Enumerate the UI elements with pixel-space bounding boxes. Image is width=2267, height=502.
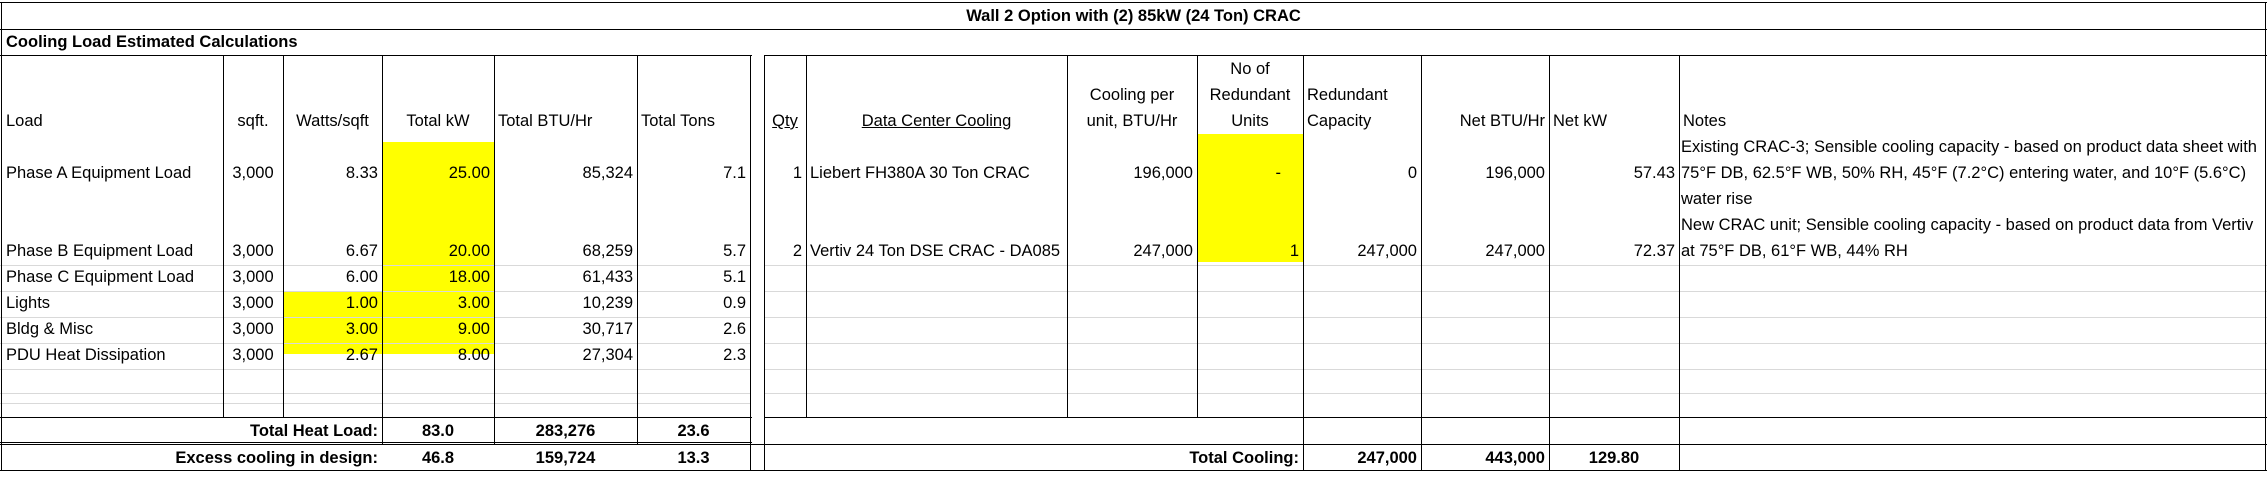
- header-total-btu: Total BTU/Hr: [498, 112, 593, 130]
- load-name: Phase A Equipment Load: [6, 164, 192, 182]
- cooling-net-btu: 247,000: [1485, 242, 1545, 260]
- cooling-redundant-units: 1: [1289, 242, 1299, 260]
- cooling-per-unit: 196,000: [1133, 164, 1193, 182]
- load-name: PDU Heat Dissipation: [6, 346, 166, 364]
- header-load: Load: [6, 112, 43, 130]
- load-tons: 0.9: [723, 294, 746, 312]
- total-cooling-net-kw: 129.80: [1588, 449, 1640, 467]
- load-kw: 8.00: [457, 346, 490, 364]
- header-redundant-units-3: Units: [1231, 112, 1269, 130]
- load-name: Lights: [6, 294, 51, 312]
- load-watts: 6.67: [345, 242, 378, 260]
- load-tons: 7.1: [723, 164, 746, 182]
- total-cooling-redundant-capacity: 247,000: [1357, 449, 1417, 467]
- header-redundant-units-1: No of: [1230, 60, 1270, 78]
- excess-kw: 46.8: [421, 449, 455, 467]
- header-dc-cooling: Data Center Cooling: [861, 112, 1012, 130]
- load-tons: 2.3: [723, 346, 746, 364]
- cooling-qty: 2: [792, 242, 802, 260]
- load-sqft: 3,000: [232, 346, 274, 364]
- cooling-redundant-capacity: 0: [1407, 164, 1417, 182]
- load-kw: 3.00: [457, 294, 490, 312]
- load-watts: 2.67: [345, 346, 378, 364]
- header-total-kw: Total kW: [406, 112, 470, 130]
- load-kw: 18.00: [448, 268, 490, 286]
- load-watts: 1.00: [345, 294, 378, 312]
- load-kw: 25.00: [448, 164, 490, 182]
- header-net-kw: Net kW: [1553, 112, 1608, 130]
- cooling-net-kw: 72.37: [1633, 242, 1675, 260]
- load-btu: 30,717: [582, 320, 633, 338]
- cooling-unit-name: Vertiv 24 Ton DSE CRAC - DA085: [810, 242, 1061, 260]
- load-sqft: 3,000: [232, 294, 274, 312]
- excess-btu: 159,724: [535, 449, 596, 467]
- load-sqft: 3,000: [232, 268, 274, 286]
- section-title: Cooling Load Estimated Calculations: [6, 33, 298, 51]
- total-heat-label: Total Heat Load:: [249, 422, 378, 440]
- header-watts-sqft: Watts/sqft: [296, 112, 369, 130]
- header-redundant-units-2: Redundant: [1209, 86, 1291, 104]
- excess-tons: 13.3: [677, 449, 710, 467]
- cooling-qty: 1: [792, 164, 802, 182]
- load-watts: 3.00: [345, 320, 378, 338]
- load-tons: 5.7: [723, 242, 746, 260]
- excess-label: Excess cooling in design:: [175, 449, 378, 467]
- load-btu: 27,304: [582, 346, 633, 364]
- total-heat-btu: 283,276: [535, 422, 596, 440]
- load-tons: 5.1: [723, 268, 746, 286]
- load-tons: 2.6: [723, 320, 746, 338]
- highlight-total-kw: [382, 142, 494, 354]
- total-cooling-label: Total Cooling:: [1189, 449, 1299, 467]
- cooling-net-kw: 57.43: [1633, 164, 1675, 182]
- cooling-net-btu: 196,000: [1485, 164, 1545, 182]
- total-heat-tons: 23.6: [677, 422, 710, 440]
- load-name: Phase C Equipment Load: [6, 268, 195, 286]
- sheet-title: Wall 2 Option with (2) 85kW (24 Ton) CRA…: [966, 7, 1301, 25]
- header-sqft: sqft.: [237, 112, 269, 130]
- load-kw: 9.00: [457, 320, 490, 338]
- load-btu: 61,433: [582, 268, 633, 286]
- header-redundant-capacity-1: Redundant: [1307, 86, 1388, 104]
- load-sqft: 3,000: [232, 164, 274, 182]
- load-kw: 20.00: [448, 242, 490, 260]
- cooling-per-unit: 247,000: [1133, 242, 1193, 260]
- load-name: Bldg & Misc: [6, 320, 94, 338]
- cooling-redundant-units: -: [1275, 164, 1282, 182]
- load-btu: 68,259: [582, 242, 633, 260]
- load-sqft: 3,000: [232, 242, 274, 260]
- load-watts: 8.33: [345, 164, 378, 182]
- load-sqft: 3,000: [232, 320, 274, 338]
- header-net-btu: Net BTU/Hr: [1459, 112, 1545, 130]
- total-cooling-net-btu: 443,000: [1485, 449, 1545, 467]
- header-notes: Notes: [1683, 112, 1727, 130]
- load-btu: 10,239: [582, 294, 633, 312]
- cooling-redundant-capacity: 247,000: [1357, 242, 1417, 260]
- cooling-unit-name: Liebert FH380A 30 Ton CRAC: [810, 164, 1030, 182]
- load-btu: 85,324: [582, 164, 633, 182]
- header-qty: Qty: [772, 112, 798, 130]
- header-cooling-per-unit-1: Cooling per: [1089, 86, 1175, 104]
- total-heat-kw: 83.0: [421, 422, 455, 440]
- header-cooling-per-unit-2: unit, BTU/Hr: [1086, 112, 1178, 130]
- highlight-redundant-units: [1197, 134, 1303, 262]
- load-watts: 6.00: [345, 268, 378, 286]
- cooling-notes: New CRAC unit; Sensible cooling capacity…: [1681, 216, 2254, 260]
- load-name: Phase B Equipment Load: [6, 242, 194, 260]
- header-total-tons: Total Tons: [641, 112, 715, 130]
- header-redundant-capacity-2: Capacity: [1307, 112, 1372, 130]
- cooling-notes: Existing CRAC-3; Sensible cooling capaci…: [1681, 138, 2257, 208]
